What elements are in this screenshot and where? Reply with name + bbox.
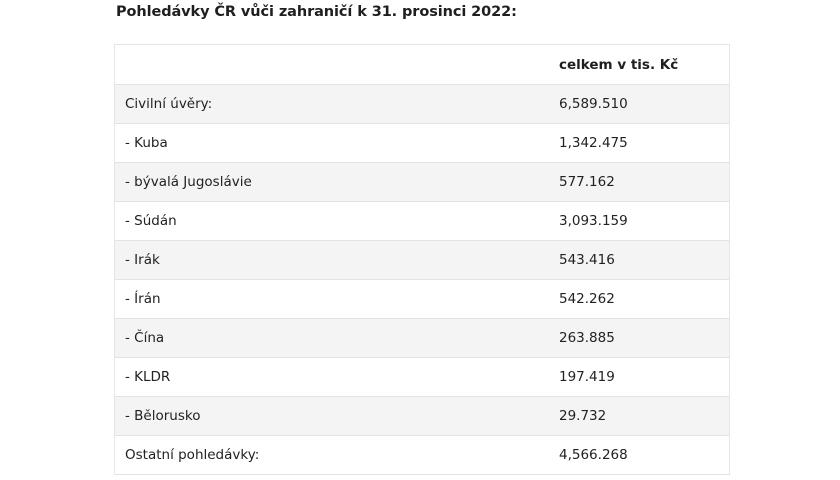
row-value: 1,342.475 — [559, 123, 729, 163]
row-label: - KLDR — [115, 357, 559, 397]
row-label: - Irák — [115, 240, 559, 280]
row-label: Civilní úvěry: — [115, 84, 559, 124]
table-row: Ostatní pohledávky: 4,566.268 — [115, 435, 729, 475]
table-row: - Čína 263.885 — [115, 318, 729, 358]
row-label: - Bělorusko — [115, 396, 559, 436]
table-row: - Bělorusko 29.732 — [115, 396, 729, 436]
table-row: - bývalá Jugoslávie 577.162 — [115, 162, 729, 202]
row-label: Ostatní pohledávky: — [115, 435, 559, 475]
row-value: 3,093.159 — [559, 201, 729, 241]
row-label: - Čína — [115, 318, 559, 358]
table-row: Civilní úvěry: 6,589.510 — [115, 84, 729, 124]
row-value: 197.419 — [559, 357, 729, 397]
table-row: - Súdán 3,093.159 — [115, 201, 729, 241]
row-label: - Kuba — [115, 123, 559, 163]
table-row: - Kuba 1,342.475 — [115, 123, 729, 163]
table-row: - KLDR 197.419 — [115, 357, 729, 397]
row-value: 543.416 — [559, 240, 729, 280]
table-row: - Írán 542.262 — [115, 279, 729, 319]
row-value: 577.162 — [559, 162, 729, 202]
row-label: - Súdán — [115, 201, 559, 241]
table-row: - Irák 543.416 — [115, 240, 729, 280]
table-header-row: celkem v tis. Kč — [115, 45, 729, 85]
row-value: 6,589.510 — [559, 84, 729, 124]
row-value: 29.732 — [559, 396, 729, 436]
row-value: 4,566.268 — [559, 435, 729, 475]
receivables-table: celkem v tis. Kč Civilní úvěry: 6,589.51… — [115, 45, 729, 475]
receivables-table-container: celkem v tis. Kč Civilní úvěry: 6,589.51… — [114, 44, 730, 475]
header-total-cell: celkem v tis. Kč — [559, 45, 729, 85]
page-title: Pohledávky ČR vůči zahraničí k 31. prosi… — [116, 4, 517, 20]
row-label: - Írán — [115, 279, 559, 319]
row-label: - bývalá Jugoslávie — [115, 162, 559, 202]
row-value: 263.885 — [559, 318, 729, 358]
header-label-cell — [115, 45, 559, 85]
row-value: 542.262 — [559, 279, 729, 319]
